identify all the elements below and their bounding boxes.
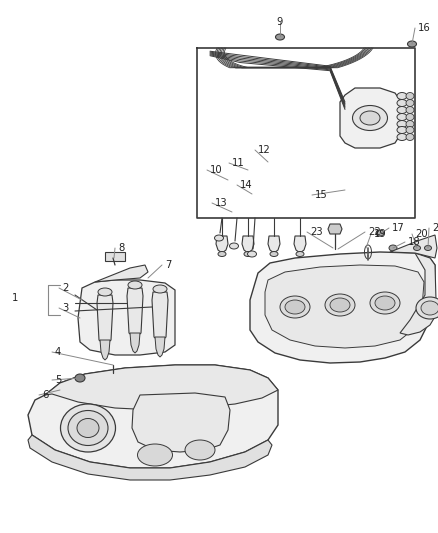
Ellipse shape xyxy=(370,292,400,314)
Ellipse shape xyxy=(330,298,350,312)
Ellipse shape xyxy=(375,296,395,310)
Text: 2: 2 xyxy=(62,283,68,293)
Ellipse shape xyxy=(215,235,223,241)
Polygon shape xyxy=(127,288,143,338)
Polygon shape xyxy=(340,88,400,148)
Ellipse shape xyxy=(276,34,285,40)
Polygon shape xyxy=(265,265,424,348)
Ellipse shape xyxy=(406,100,414,107)
Ellipse shape xyxy=(247,251,257,257)
Bar xyxy=(105,252,125,261)
Polygon shape xyxy=(400,253,436,335)
Ellipse shape xyxy=(75,374,85,382)
Text: 15: 15 xyxy=(315,190,328,200)
Polygon shape xyxy=(108,373,118,383)
Ellipse shape xyxy=(397,93,407,100)
Ellipse shape xyxy=(218,252,226,256)
Text: 9: 9 xyxy=(277,17,283,27)
Ellipse shape xyxy=(397,126,407,133)
Text: 1: 1 xyxy=(12,293,18,303)
Polygon shape xyxy=(242,236,254,253)
Polygon shape xyxy=(95,265,148,282)
Ellipse shape xyxy=(421,301,438,315)
Polygon shape xyxy=(45,365,278,410)
Ellipse shape xyxy=(280,296,310,318)
Polygon shape xyxy=(130,333,140,353)
Text: 3: 3 xyxy=(62,303,68,313)
Ellipse shape xyxy=(424,246,431,251)
Ellipse shape xyxy=(353,106,388,131)
Polygon shape xyxy=(100,340,110,360)
Polygon shape xyxy=(78,280,175,355)
Polygon shape xyxy=(216,236,228,253)
Text: 6: 6 xyxy=(42,390,48,400)
Ellipse shape xyxy=(285,300,305,314)
Text: 10: 10 xyxy=(210,165,223,175)
Text: 23: 23 xyxy=(310,227,323,237)
Polygon shape xyxy=(152,292,168,342)
Ellipse shape xyxy=(376,230,384,236)
Ellipse shape xyxy=(230,243,239,249)
Ellipse shape xyxy=(413,246,420,251)
Text: 17: 17 xyxy=(392,223,405,233)
Polygon shape xyxy=(294,236,306,253)
Ellipse shape xyxy=(60,404,116,452)
Ellipse shape xyxy=(128,281,142,289)
Ellipse shape xyxy=(407,41,417,47)
Text: 5: 5 xyxy=(55,375,61,385)
Ellipse shape xyxy=(360,111,380,125)
Text: 7: 7 xyxy=(165,260,171,270)
Polygon shape xyxy=(390,235,437,258)
Text: 20: 20 xyxy=(415,229,427,239)
Ellipse shape xyxy=(153,285,167,293)
Ellipse shape xyxy=(296,252,304,256)
Polygon shape xyxy=(250,252,435,363)
Ellipse shape xyxy=(98,288,112,296)
Ellipse shape xyxy=(406,114,414,120)
Ellipse shape xyxy=(397,120,407,127)
Polygon shape xyxy=(97,295,113,345)
Ellipse shape xyxy=(325,294,355,316)
Ellipse shape xyxy=(244,252,252,256)
Polygon shape xyxy=(132,393,230,452)
Ellipse shape xyxy=(406,93,414,100)
Ellipse shape xyxy=(138,444,173,466)
Ellipse shape xyxy=(389,245,397,251)
Ellipse shape xyxy=(397,100,407,107)
Ellipse shape xyxy=(406,133,414,141)
Text: 18: 18 xyxy=(408,237,420,247)
Polygon shape xyxy=(28,435,272,480)
Text: 11: 11 xyxy=(232,158,245,168)
Text: 8: 8 xyxy=(118,243,124,253)
Polygon shape xyxy=(328,224,342,234)
Text: 19: 19 xyxy=(374,229,387,239)
Ellipse shape xyxy=(68,410,108,446)
Text: 22: 22 xyxy=(368,227,381,237)
Text: 14: 14 xyxy=(240,180,253,190)
Text: 21: 21 xyxy=(432,223,438,233)
Polygon shape xyxy=(28,365,278,468)
Text: 12: 12 xyxy=(258,145,271,155)
Ellipse shape xyxy=(406,107,414,114)
Text: 13: 13 xyxy=(215,198,228,208)
Ellipse shape xyxy=(406,126,414,133)
Polygon shape xyxy=(268,236,280,253)
Ellipse shape xyxy=(406,120,414,127)
Polygon shape xyxy=(155,337,165,357)
Ellipse shape xyxy=(416,297,438,319)
Ellipse shape xyxy=(397,133,407,141)
Text: 16: 16 xyxy=(418,23,431,33)
Ellipse shape xyxy=(397,107,407,114)
Ellipse shape xyxy=(185,440,215,460)
Text: 4: 4 xyxy=(55,347,61,357)
Ellipse shape xyxy=(270,252,278,256)
Ellipse shape xyxy=(397,114,407,120)
Ellipse shape xyxy=(77,418,99,438)
